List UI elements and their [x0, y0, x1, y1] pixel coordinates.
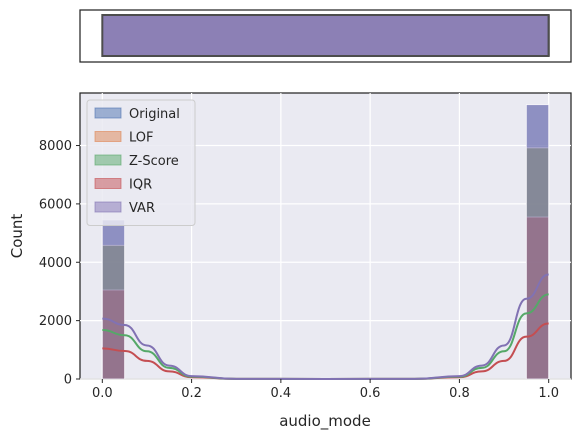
legend-swatch-lof — [94, 131, 122, 142]
x-tick-label: 1.0 — [538, 386, 559, 401]
legend-swatch-z-score — [94, 154, 122, 166]
legend-label-original: Original — [129, 107, 180, 122]
legend-swatch-var — [94, 201, 122, 213]
bar-var-bin-1 — [525, 104, 550, 380]
x-axis-title: audio_mode — [279, 412, 371, 431]
legend-label-iqr: IQR — [129, 178, 152, 193]
y-tick-label: 6000 — [39, 197, 72, 212]
y-tick-label: 0 — [64, 373, 72, 388]
y-tick-label: 4000 — [39, 256, 72, 271]
histogram-panel: 0.0 0.2 0.4 0.6 0.8 1.0 0 2000 4000 6000 8000 aud… — [8, 92, 572, 431]
legend: Original LOF Z-Score IQR VAR — [86, 99, 196, 226]
y-tick-label: 8000 — [39, 139, 72, 154]
x-tick-label: 0.0 — [92, 386, 113, 401]
y-tick-label: 2000 — [39, 314, 72, 329]
legend-label-lof: LOF — [129, 131, 154, 146]
boxplot-layer — [101, 14, 550, 57]
y-axis-title: Count — [8, 214, 26, 259]
x-tick-labels: 0.0 0.2 0.4 0.6 0.8 1.0 — [92, 379, 559, 401]
x-tick-label: 0.6 — [360, 386, 381, 401]
kde-curves — [102, 273, 549, 381]
x-tick-label: 0.4 — [271, 386, 292, 401]
legend-swatch-original — [94, 107, 122, 119]
x-tick-label: 0.2 — [181, 386, 202, 401]
boxplot-box — [101, 14, 550, 57]
boxplot-panel — [79, 9, 572, 63]
legend-label-z-score: Z-Score — [129, 154, 179, 169]
y-tick-labels: 0 2000 4000 6000 8000 — [39, 139, 80, 388]
legend-swatch-iqr — [94, 178, 122, 189]
legend-label-var: VAR — [129, 201, 155, 216]
bar-var-bin-0 — [101, 219, 126, 380]
kde-var — [102, 273, 549, 381]
x-tick-label: 0.8 — [449, 386, 470, 401]
